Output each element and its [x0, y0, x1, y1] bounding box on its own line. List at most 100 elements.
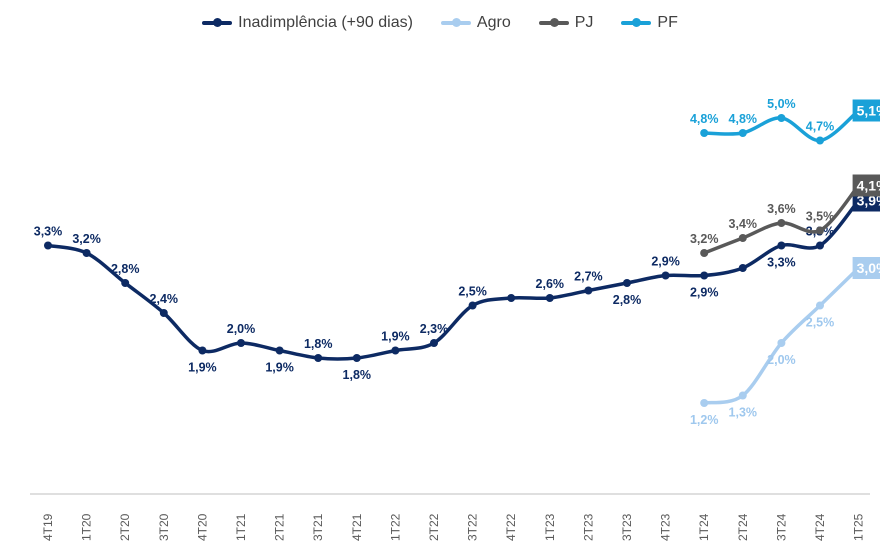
legend-item-agro: Agro [440, 14, 511, 32]
data-label-inadimplencia-90-dias: 1,9% [188, 361, 217, 375]
legend-item-inadimplencia-90-dias: Inadimplência (+90 dias) [202, 14, 413, 32]
data-label-inadimplencia-90-dias: 2,5% [458, 285, 487, 299]
x-tick-label: 3T22 [466, 513, 480, 541]
x-tick-label: 4T20 [195, 513, 209, 541]
data-point-pj [700, 249, 709, 257]
data-point-inadimplencia-90-dias [816, 241, 824, 250]
data-label-agro: 3,0% [857, 260, 880, 276]
x-tick-label: 1T24 [697, 513, 711, 541]
legend-item-pj: PJ [538, 14, 594, 32]
data-label-inadimplencia-90-dias: 2,8% [613, 293, 642, 307]
series-line-inadimplencia-90-dias [46, 198, 861, 361]
chart-legend: Inadimplência (+90 dias) Agro PJ PF [0, 14, 880, 32]
x-tick-label: 1T22 [388, 513, 402, 541]
data-label-inadimplencia-90-dias: 2,3% [420, 322, 449, 336]
data-point-agro [700, 399, 709, 407]
data-label-pf: 5,0% [767, 97, 796, 111]
data-label-pf: 4,8% [690, 112, 719, 126]
data-point-inadimplencia-90-dias [391, 346, 400, 355]
data-point-inadimplencia-90-dias [545, 294, 554, 302]
data-label-pf: 4,7% [806, 120, 835, 134]
data-label-pj: 3,5% [806, 210, 835, 224]
data-point-pf [700, 129, 709, 137]
data-label-inadimplencia-90-dias: 2,4% [150, 292, 179, 306]
data-label-inadimplencia-90-dias: 1,8% [304, 337, 333, 351]
x-tick-label: 3T21 [311, 513, 325, 541]
data-point-pj [738, 234, 747, 242]
x-tick-label: 3T24 [774, 513, 788, 541]
data-point-inadimplencia-90-dias [777, 241, 786, 250]
data-label-pj: 4,1% [857, 178, 880, 194]
data-point-inadimplencia-90-dias [82, 249, 91, 257]
x-tick-label: 2T21 [273, 513, 287, 541]
legend-label: PF [657, 14, 678, 31]
data-point-inadimplencia-90-dias [275, 346, 284, 355]
legend-label: Inadimplência (+90 dias) [238, 14, 413, 31]
data-point-inadimplencia-90-dias [738, 264, 747, 272]
x-tick-label: 3T20 [157, 513, 171, 541]
data-point-inadimplencia-90-dias [507, 294, 516, 302]
x-tick-label: 2T24 [736, 513, 750, 541]
x-tick-label: 4T23 [659, 513, 673, 541]
x-tick-label: 4T24 [813, 513, 827, 541]
x-tick-label: 1T23 [543, 513, 557, 541]
data-label-inadimplencia-90-dias: 2,9% [651, 255, 680, 269]
legend-swatch [538, 18, 569, 27]
data-point-agro [777, 339, 786, 347]
x-tick-label: 4T22 [504, 513, 518, 541]
data-point-inadimplencia-90-dias [623, 279, 631, 287]
data-point-pj [777, 219, 786, 227]
data-point-inadimplencia-90-dias [700, 271, 709, 280]
data-point-pf [777, 114, 786, 122]
x-tick-label: 4T21 [350, 513, 364, 541]
data-point-pf [816, 136, 824, 145]
legend-item-pf: PF [621, 14, 678, 32]
data-label-inadimplencia-90-dias: 3,2% [72, 232, 101, 246]
data-label-agro: 1,3% [729, 406, 758, 420]
x-tick-label: 1T20 [80, 513, 94, 541]
data-point-inadimplencia-90-dias [468, 301, 477, 310]
data-label-inadimplencia-90-dias: 3,3% [767, 256, 796, 270]
data-label-inadimplencia-90-dias: 2,9% [690, 286, 719, 300]
data-label-pj: 3,2% [690, 232, 719, 246]
data-point-agro [738, 391, 747, 400]
data-label-inadimplencia-90-dias: 2,8% [111, 262, 140, 276]
data-label-inadimplencia-90-dias: 2,7% [574, 270, 603, 284]
data-point-pf [738, 129, 747, 137]
data-label-inadimplencia-90-dias: 1,8% [343, 368, 372, 382]
data-point-inadimplencia-90-dias [430, 339, 438, 347]
x-tick-label: 2T23 [581, 513, 595, 541]
data-point-agro [816, 301, 824, 310]
data-label-agro: 2,5% [806, 316, 835, 330]
data-point-inadimplencia-90-dias [44, 241, 52, 250]
data-label-inadimplencia-90-dias: 3,3% [34, 225, 63, 239]
x-tick-label: 3T23 [620, 513, 634, 541]
data-point-inadimplencia-90-dias [352, 354, 361, 362]
data-point-inadimplencia-90-dias [661, 271, 670, 280]
data-label-pj: 3,6% [767, 202, 796, 216]
legend-label: PJ [574, 14, 594, 31]
data-label-pf: 5,1% [857, 103, 880, 119]
data-label-inadimplencia-90-dias: 1,9% [265, 361, 294, 375]
x-tick-label: 1T21 [234, 513, 248, 541]
data-label-box-pf [852, 99, 880, 122]
data-point-pj [816, 226, 824, 235]
x-tick-label: 2T22 [427, 513, 441, 541]
legend-label: Agro [476, 14, 511, 31]
legend-swatch [621, 18, 652, 27]
legend-swatch [202, 18, 233, 27]
data-point-inadimplencia-90-dias [198, 346, 207, 355]
x-tick-label: 2T20 [118, 513, 132, 541]
legend-swatch [440, 18, 471, 27]
x-tick-label: 1T25 [852, 513, 866, 541]
series-line-agro [702, 266, 861, 405]
data-label-pf: 4,8% [729, 112, 758, 126]
data-label-inadimplencia-90-dias: 1,9% [381, 330, 410, 344]
data-label-pj: 3,4% [729, 217, 758, 231]
data-label-agro: 2,0% [767, 353, 796, 367]
data-label-agro: 1,2% [690, 413, 719, 427]
data-label-box-agro [852, 257, 880, 279]
x-tick-label: 4T19 [41, 513, 55, 541]
